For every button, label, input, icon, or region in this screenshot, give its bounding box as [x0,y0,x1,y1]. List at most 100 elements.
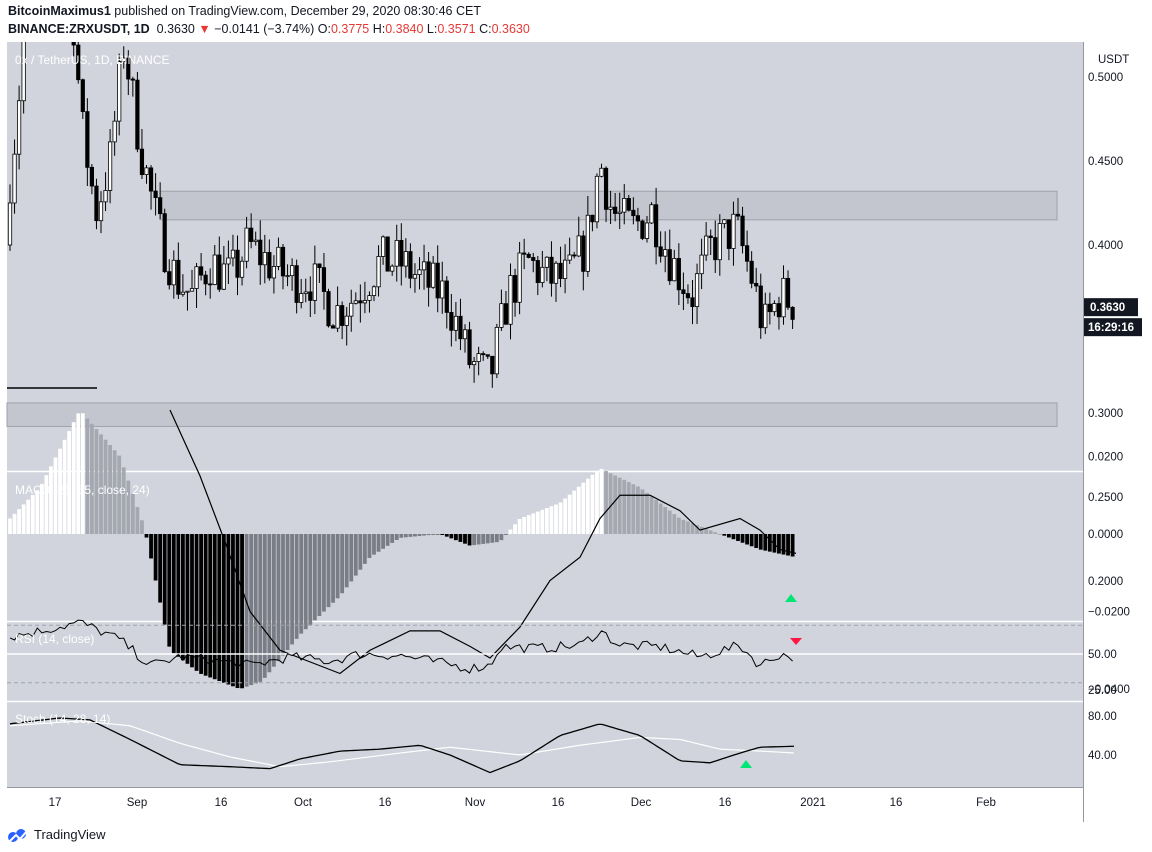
candle-body [699,254,704,275]
candle-body [321,267,327,292]
candle-body [549,256,554,284]
candle-body [567,254,572,261]
candle-body [658,246,663,257]
candle-body [654,204,659,248]
published-text: published on TradingView.com, December 2… [114,4,481,18]
price-axis-background [1083,42,1152,822]
macd-histogram-bar [312,534,317,621]
candle-body [326,291,331,327]
macd-histogram-bar [626,482,631,534]
macd-histogram-bar [281,534,285,656]
last-price: 0.3630 [156,22,195,36]
countdown-tag-text: 16:29:16 [1088,322,1134,334]
candle-body [21,42,26,102]
candle-body [462,329,468,340]
macd-histogram-bar [408,534,413,537]
macd-histogram-bar [253,534,258,684]
candle-body [576,235,581,257]
candle-body [676,258,681,291]
macd-histogram-bar [262,534,267,678]
macd-histogram-bar [39,483,44,534]
macd-histogram-bar [481,534,486,544]
candle-body [558,262,563,279]
macd-histogram-bar [676,517,681,534]
price-tick-label: 0.4500 [1088,156,1123,168]
candle-body [449,312,454,331]
tradingview-brand[interactable]: TradingView [34,827,106,842]
candle-body [217,254,222,290]
macd-histogram-bar [267,534,272,673]
macd-histogram-bar [604,471,608,534]
sell-signal-down-arrow-icon [790,638,802,645]
macd-line [169,409,797,675]
macd-histogram-bar [353,534,358,576]
macd-histogram-bar [535,511,540,534]
time-tick-label: 16 [552,797,565,809]
candle-body [704,235,709,256]
candle-body [185,290,190,293]
chart-header: BitcoinMaximus1 published on TradingView… [0,0,1152,42]
candle-body [635,215,641,222]
rsi-tick-label: 50.00 [1088,649,1117,661]
tradingview-logo-icon[interactable] [6,826,30,846]
candle-body [644,222,650,239]
candle-body [540,266,545,283]
macd-histogram-bar [540,509,545,534]
price-currency-label: USDT [1098,54,1129,66]
candle-body [362,300,368,304]
candle-body [112,120,117,143]
macd-histogram-bar [649,496,654,534]
time-tick-label: 2021 [800,797,826,809]
candle-body [144,167,149,175]
time-tick-label: Dec [631,797,652,809]
macd-histogram-bar [467,534,472,546]
macd-histogram-bar [130,493,135,534]
symbol-label[interactable]: BINANCE:ZRXUSDT, 1D [8,22,150,36]
macd-histogram-bar [231,534,235,687]
candle-body [94,185,99,222]
candle-body [353,300,358,304]
macd-histogram-bar [376,534,381,552]
macd-histogram-bar [763,534,768,551]
macd-histogram-bar [508,529,513,534]
macd-histogram-bar [504,534,508,535]
candle-body [431,262,436,288]
macd-histogram-bar [258,534,263,682]
candle-body [522,252,527,255]
candle-body [471,361,477,366]
macd-histogram-bar [212,534,217,680]
chart-canvas[interactable]: 0.70000.65000.60000.55000.50000.45000.40… [0,42,1152,822]
macd-histogram-bar [736,534,740,541]
candle-body [458,315,463,340]
candle-body [649,204,654,224]
candle-body [485,354,490,357]
macd-histogram-bar [590,474,595,534]
candle-body [249,227,254,242]
price-tick-label: 0.3000 [1088,408,1123,420]
macd-histogram-bar [30,494,35,534]
candle-body [426,261,431,288]
candle-body [444,280,449,313]
candle-body [344,315,349,326]
low-label: L: [426,22,438,36]
macd-histogram-bar [308,534,313,625]
macd-histogram-bar [663,507,668,534]
macd-histogram-bar [426,534,431,536]
publisher-name[interactable]: BitcoinMaximus1 [8,4,111,18]
candle-body [221,263,226,290]
macd-histogram-bar [704,528,709,534]
macd-histogram-bar [777,534,781,554]
candle-body [481,353,486,356]
macd-histogram-bar [554,504,558,534]
macd-histogram-bar [331,534,335,603]
horizontal-zone-0 [159,190,1058,221]
candle-body [517,252,522,303]
candle-body [349,302,354,317]
macd-histogram-bar [517,518,522,534]
stoch-tick-label: 80.00 [1088,711,1117,723]
close-value: 0.3630 [491,22,530,36]
rsi-tick-label: 25.00 [1088,685,1117,697]
macd-histogram-bar [226,534,231,685]
candle-body [453,315,459,331]
candle-body [267,252,272,279]
